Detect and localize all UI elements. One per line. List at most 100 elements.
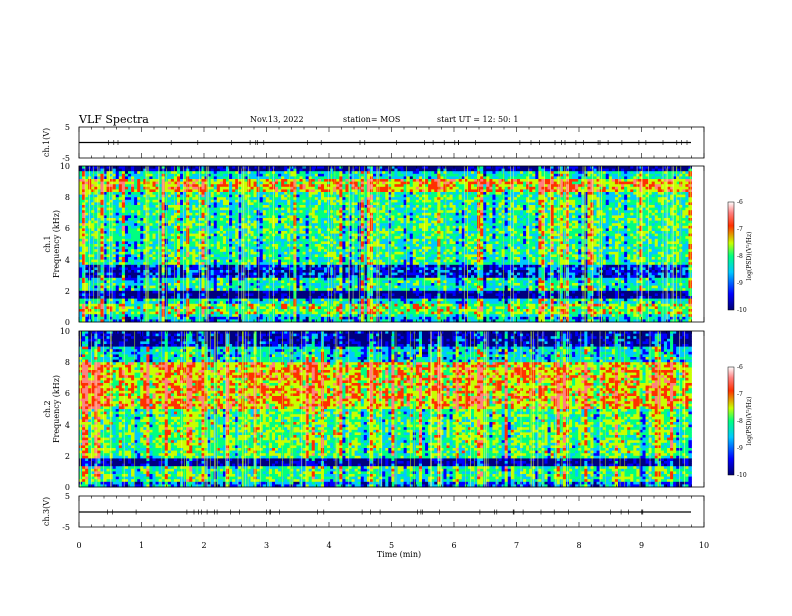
spectrogram-cell — [168, 174, 171, 177]
spectrogram-cell — [122, 286, 125, 289]
spectrogram-cell — [171, 270, 174, 273]
spectrogram-cell — [266, 288, 269, 291]
spectrogram-cell — [266, 228, 269, 231]
spectrogram-cell — [260, 291, 263, 294]
spectrogram-cell — [159, 189, 162, 192]
spectrogram-cell — [128, 200, 131, 203]
spectrogram-cell — [254, 241, 257, 244]
spectrogram-cell — [195, 278, 198, 281]
spectrogram-cell — [88, 192, 91, 195]
spectrogram-cell — [238, 228, 241, 231]
spectrogram-cell — [195, 239, 198, 242]
spectrogram-cell — [125, 288, 128, 291]
spectrogram-cell — [263, 169, 266, 172]
spectrogram-cell — [229, 179, 232, 182]
spectrogram-cell — [315, 312, 318, 315]
spectrogram-cell — [296, 221, 299, 224]
spectrogram-cell — [186, 187, 189, 190]
spectrogram-cell — [110, 249, 113, 252]
spectrogram-cell — [195, 283, 198, 286]
spectrogram-cell — [211, 195, 214, 198]
spectrogram-cell — [238, 252, 241, 255]
spectrogram-cell — [315, 278, 318, 281]
spectrogram-cell — [198, 244, 201, 247]
spectrogram-cell — [281, 231, 284, 234]
spectrogram-cell — [134, 317, 137, 320]
spectrogram-cell — [217, 244, 220, 247]
spectrogram-cell — [315, 221, 318, 224]
spectrogram-cell — [217, 239, 220, 242]
spectrogram-cell — [131, 187, 134, 190]
spectrogram-cell — [303, 241, 306, 244]
spectrogram-cell — [300, 314, 303, 317]
spectrogram-cell — [247, 247, 250, 250]
spectrogram-cell — [266, 301, 269, 304]
spectrogram-cell — [266, 291, 269, 294]
spectrogram-cell — [134, 244, 137, 247]
spectrogram-cell — [247, 312, 250, 315]
spectrogram-cell — [140, 187, 143, 190]
spectrogram-cell — [140, 226, 143, 229]
spectrogram-cell — [119, 260, 122, 263]
spectrogram-cell — [211, 189, 214, 192]
spectrogram-cell — [321, 226, 324, 229]
spectrogram-cell — [214, 314, 217, 317]
spectrogram-cell — [100, 215, 103, 218]
spectrogram-cell — [168, 249, 171, 252]
spectrogram-cell — [189, 179, 192, 182]
spectrogram-cell — [134, 174, 137, 177]
spectrogram-cell — [137, 288, 140, 291]
spectrogram-cell — [315, 226, 318, 229]
spectrogram-cell — [266, 195, 269, 198]
spectrogram-cell — [251, 184, 254, 187]
spectrogram-cell — [91, 236, 94, 239]
spectrogram-cell — [254, 260, 257, 263]
spectrogram-cell — [208, 244, 211, 247]
spectrogram-cell — [100, 195, 103, 198]
spectrogram-cell — [251, 280, 254, 283]
spectrogram-cell — [113, 208, 116, 211]
spectrogram-cell — [208, 299, 211, 302]
spectrogram-cell — [79, 260, 82, 263]
spectrogram-cell — [137, 249, 140, 252]
spectrogram-cell — [266, 309, 269, 312]
spectrogram-cell — [238, 288, 241, 291]
spectrogram-cell — [303, 213, 306, 216]
spectrogram-cell — [223, 184, 226, 187]
spectrogram-cell — [192, 306, 195, 309]
spectrogram-cell — [113, 275, 116, 278]
spectrogram-cell — [100, 174, 103, 177]
spectrogram-cell — [131, 223, 134, 226]
spectrogram-cell — [266, 296, 269, 299]
spectrogram-cell — [327, 205, 330, 208]
spectrogram-cell — [315, 182, 318, 185]
spectrogram-cell — [113, 189, 116, 192]
spectrogram-cell — [192, 244, 195, 247]
spectrogram-cell — [217, 314, 220, 317]
spectrogram-cell — [128, 265, 131, 268]
spectrogram-cell — [171, 169, 174, 172]
spectrogram-cell — [281, 239, 284, 242]
spectrogram-cell — [110, 304, 113, 307]
spectrogram-cell — [254, 293, 257, 296]
spectrogram-cell — [275, 189, 278, 192]
spectrogram-cell — [137, 213, 140, 216]
spectrogram-cell — [223, 241, 226, 244]
spectrogram-cell — [134, 234, 137, 237]
spectrogram-cell — [91, 228, 94, 231]
spectrogram-cell — [137, 257, 140, 260]
spectrogram-cell — [149, 213, 152, 216]
spectrogram-cell — [186, 249, 189, 252]
spectrogram-cell — [198, 286, 201, 289]
spectrogram-cell — [113, 280, 116, 283]
spectrogram-cell — [312, 208, 315, 211]
spectrogram-cell — [122, 192, 125, 195]
spectrogram-cell — [278, 218, 281, 221]
spectrogram-cell — [321, 239, 324, 242]
spectrogram-cell — [159, 260, 162, 263]
spectrogram-cell — [79, 283, 82, 286]
spectrogram-cell — [232, 249, 235, 252]
spectrogram-cell — [122, 182, 125, 185]
spectrogram-cell — [189, 317, 192, 320]
spectrogram-cell — [324, 208, 327, 211]
